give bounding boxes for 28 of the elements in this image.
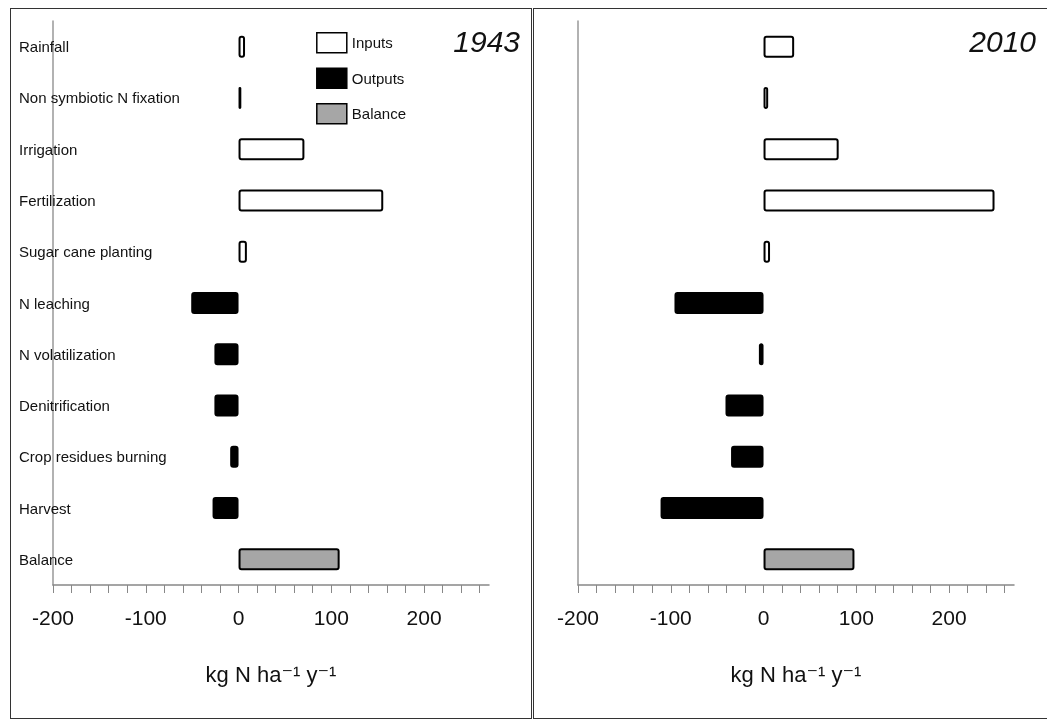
- y-tick-label: Rainfall: [19, 38, 70, 56]
- legend-label: Inputs: [351, 34, 393, 52]
- x-tick-label: 100: [838, 606, 874, 629]
- y-tick-label: Denitrification: [19, 397, 110, 415]
- x-axis-title: kg N ha⁻¹ y⁻¹: [730, 661, 862, 687]
- legend-label: Balance: [351, 105, 407, 123]
- y-tick-label: N volatilization: [19, 345, 116, 363]
- x-tick-label: 0: [757, 606, 770, 629]
- chart-title: 2010: [968, 24, 1037, 58]
- legend-label: Outputs: [351, 69, 405, 87]
- x-tick-label: 200: [931, 606, 967, 629]
- x-tick-label: 100: [313, 606, 349, 629]
- chart-title: 1943: [453, 24, 521, 58]
- y-tick-label: Non symbiotic N fixation: [19, 89, 180, 107]
- x-tick-label: -100: [124, 606, 167, 629]
- y-tick-label: Fertilization: [19, 191, 96, 209]
- y-tick-label: Sugar cane planting: [19, 243, 153, 261]
- x-tick-label: -100: [649, 606, 692, 629]
- y-tick-label: Harvest: [19, 499, 72, 517]
- y-tick-label: Balance: [19, 550, 74, 568]
- y-tick-label: N leaching: [19, 294, 90, 312]
- x-axis-title: kg N ha⁻¹ y⁻¹: [205, 661, 337, 687]
- x-tick-label: -200: [31, 606, 75, 629]
- y-tick-label: Irrigation: [19, 140, 78, 158]
- y-tick-label: Crop residues burning: [19, 448, 167, 466]
- x-tick-label: -200: [556, 606, 600, 629]
- x-tick-label: 0: [232, 606, 245, 629]
- x-tick-label: 200: [406, 606, 442, 629]
